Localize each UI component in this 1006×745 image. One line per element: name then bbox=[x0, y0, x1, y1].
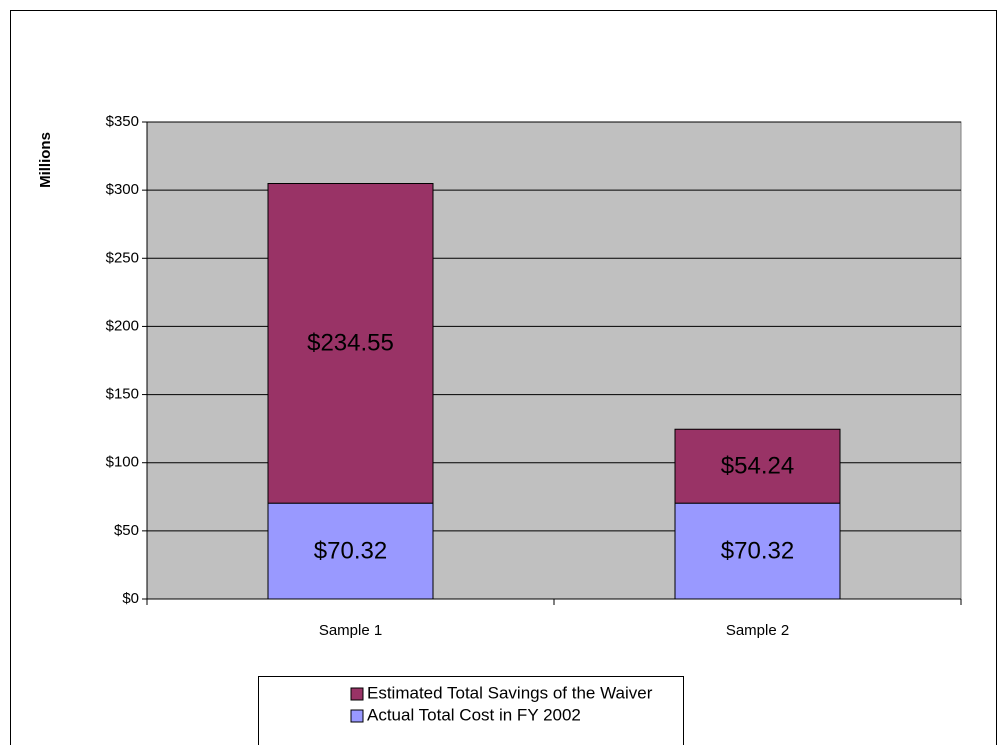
y-tick-label: $350 bbox=[106, 113, 139, 130]
x-tick-label: Sample 1 bbox=[319, 622, 382, 639]
bar-segment bbox=[674, 428, 841, 504]
y-axis-label: Millions bbox=[37, 132, 54, 188]
y-tick-label: $300 bbox=[106, 181, 139, 198]
bar-segment bbox=[267, 183, 434, 504]
legend-label: Actual Total Cost in FY 2002 bbox=[367, 705, 581, 724]
bar-segment bbox=[267, 502, 434, 600]
data-label: $70.32 bbox=[721, 537, 794, 564]
y-tick-label: $50 bbox=[114, 522, 139, 539]
y-tick-label: $200 bbox=[106, 317, 139, 334]
legend bbox=[258, 676, 684, 745]
legend-label: Estimated Total Savings of the Waiver bbox=[367, 683, 653, 702]
data-label: $70.32 bbox=[314, 537, 387, 564]
legend-swatch bbox=[350, 709, 364, 723]
y-tick-label: $250 bbox=[106, 249, 139, 266]
y-tick-label: $0 bbox=[122, 590, 139, 607]
data-label: $234.55 bbox=[307, 330, 394, 357]
y-tick-label: $150 bbox=[106, 386, 139, 403]
y-tick-label: $100 bbox=[106, 454, 139, 471]
legend-swatch bbox=[350, 687, 364, 701]
data-label: $54.24 bbox=[721, 453, 794, 480]
x-tick-label: Sample 2 bbox=[726, 622, 789, 639]
bar-segment bbox=[674, 502, 841, 600]
